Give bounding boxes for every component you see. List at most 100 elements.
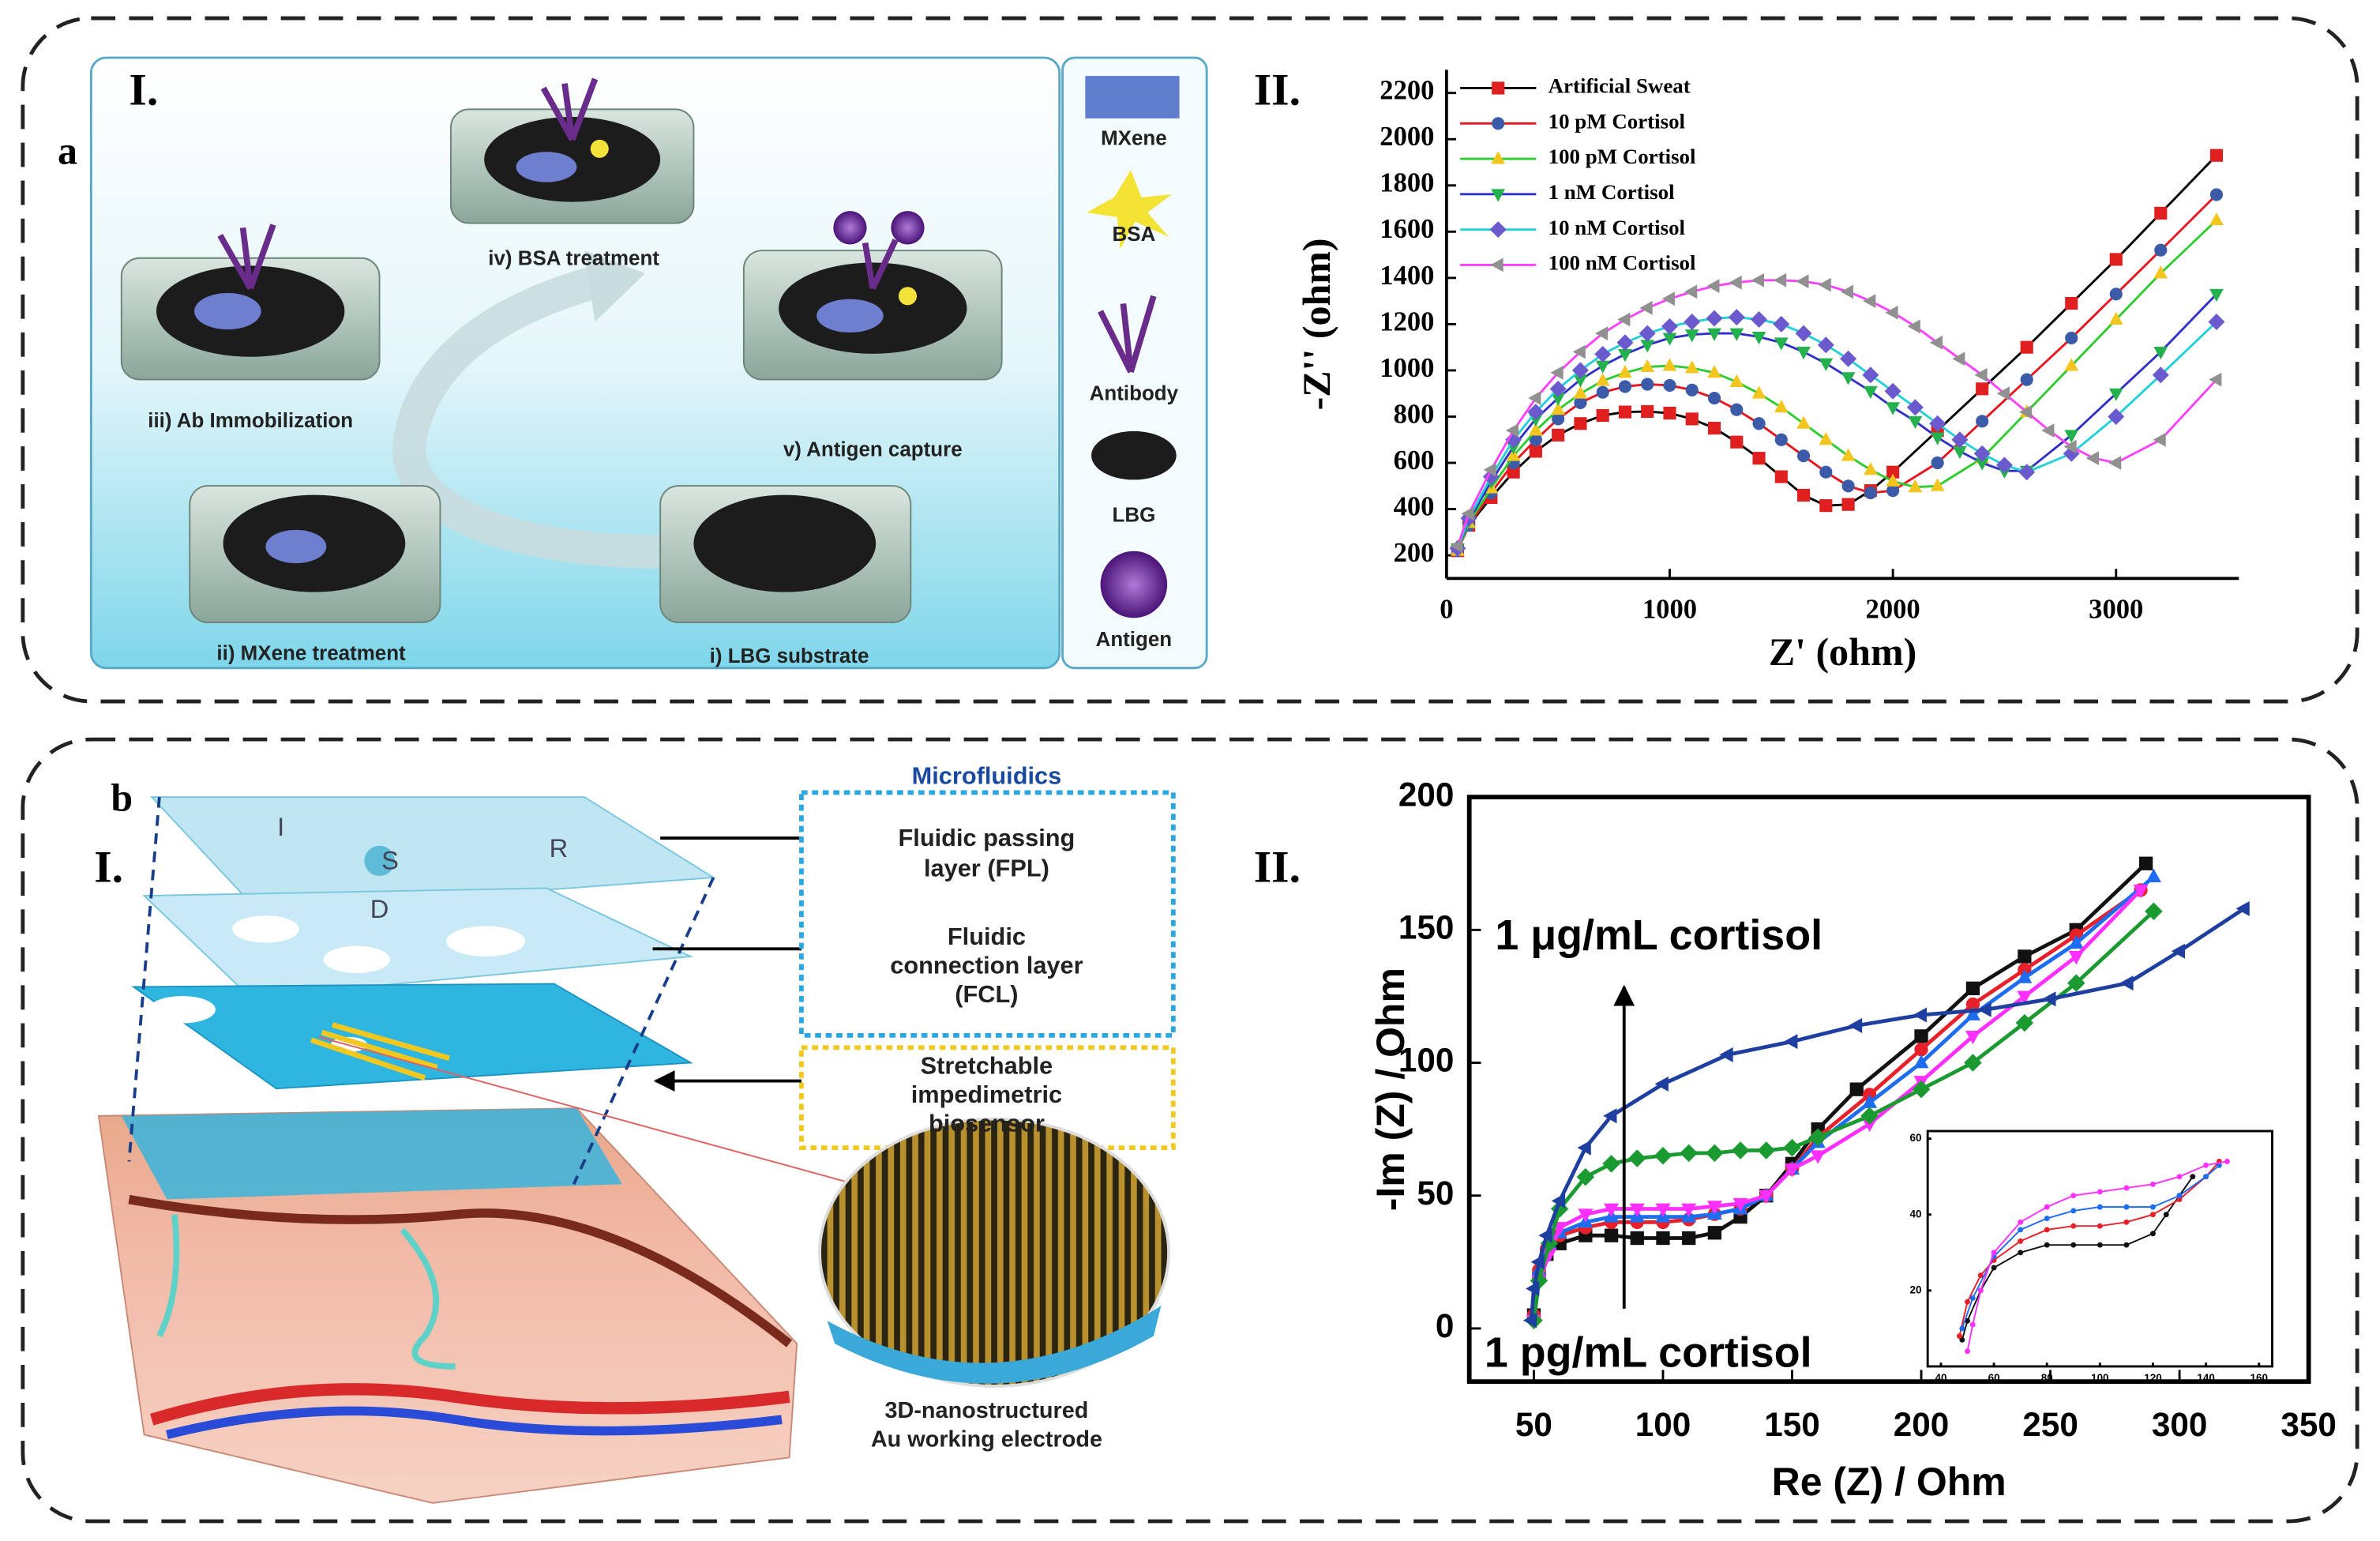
marker <box>2044 1227 2050 1233</box>
marker <box>2123 1185 2130 1191</box>
marker <box>1862 1094 1878 1108</box>
marker <box>1951 431 1969 449</box>
marker <box>1840 350 1857 367</box>
marker <box>1819 432 1834 445</box>
x-tick-label: 2000 <box>1866 595 1920 625</box>
marker <box>1956 1333 1962 1339</box>
marker <box>1752 452 1766 465</box>
marker <box>1977 1287 1984 1294</box>
marker <box>1751 332 1766 345</box>
marker <box>2042 991 2056 1007</box>
marker <box>2108 388 2123 401</box>
marker <box>1774 337 1789 351</box>
marker <box>1522 1313 1537 1329</box>
marker <box>1482 468 1500 486</box>
marker <box>1965 1030 1980 1045</box>
electrode-label: Au working electrode <box>871 1427 1102 1453</box>
marker <box>2150 1212 2156 1218</box>
y-tick-label: 2200 <box>1380 76 1434 106</box>
marker <box>1529 423 1543 436</box>
x-tick-label: 150 <box>1764 1406 1820 1443</box>
marker <box>1969 1321 1976 1328</box>
marker <box>1551 401 1566 415</box>
marker <box>2203 1174 2209 1180</box>
x-tick-label: 100 <box>2091 1372 2108 1384</box>
marker <box>1574 396 1587 409</box>
x-tick-label: 50 <box>1515 1406 1552 1443</box>
marker <box>1578 1208 1594 1223</box>
marker <box>2203 1162 2209 1168</box>
marker <box>2019 404 2033 419</box>
panel-label: a <box>58 129 77 173</box>
x-tick-label: 350 <box>2281 1406 2337 1443</box>
annotation: 1 pg/mL cortisol <box>1485 1329 1812 1377</box>
marker <box>2224 1158 2230 1164</box>
chart: 20 40 60 40 60 80 100 120 140 160 <box>1910 1129 2273 1384</box>
marker <box>2068 951 2084 965</box>
marker <box>2067 974 2085 992</box>
axes-box <box>1926 1129 2273 1368</box>
marker <box>1572 344 1586 359</box>
marker <box>1552 412 1565 426</box>
marker <box>2017 990 2033 1005</box>
marker <box>2153 347 2168 360</box>
x-tick-label: 300 <box>2152 1406 2208 1443</box>
legend-label: Antigen <box>1096 629 1173 651</box>
marker <box>1818 277 1831 292</box>
y-tick-label: 0 <box>1436 1307 1455 1344</box>
marker <box>2044 1204 2050 1210</box>
marker <box>1965 1299 1970 1305</box>
y-tick-label: 800 <box>1394 399 1435 429</box>
marker <box>1550 365 1564 380</box>
marker <box>1680 1144 1698 1163</box>
marker <box>2133 884 2149 899</box>
port-label: S <box>381 845 399 874</box>
marker <box>1616 334 1634 351</box>
marker <box>1506 448 1521 461</box>
marker <box>1774 470 1788 483</box>
legend-label: Artificial Sweat <box>1549 74 1691 98</box>
marker <box>1784 1034 1798 1050</box>
marker <box>2163 1212 2169 1218</box>
marker <box>1774 272 1787 288</box>
marker <box>2209 288 2224 303</box>
marker <box>1965 1317 1970 1324</box>
marker <box>2097 1189 2103 1195</box>
marker <box>1959 1336 1965 1343</box>
marker <box>1618 348 1632 363</box>
x-tick-label: 250 <box>2022 1406 2078 1443</box>
series-line <box>1532 875 2155 1316</box>
layer-label: biosensor <box>929 1109 1045 1137</box>
marker <box>2018 1250 2024 1256</box>
marker <box>2153 265 2168 279</box>
series-line <box>1456 316 2217 549</box>
y-tick-label: 1600 <box>1380 214 1434 244</box>
marker <box>1929 415 1946 432</box>
marker <box>1929 335 1943 350</box>
marker <box>1991 1265 1997 1271</box>
y-tick-label: 400 <box>1394 491 1435 521</box>
marker <box>2138 856 2153 870</box>
marker <box>2153 432 2166 447</box>
y-tick-label: 1000 <box>1380 353 1434 383</box>
marker <box>1729 275 1742 290</box>
marker <box>2097 1223 2103 1229</box>
marker <box>1640 359 1655 372</box>
marker <box>1618 380 1632 393</box>
series-group <box>1522 856 2250 1330</box>
x-tick-label: 1000 <box>1642 595 1697 625</box>
marker <box>2085 451 2099 466</box>
marker <box>1784 1163 1800 1178</box>
marker <box>1952 351 1965 366</box>
marker <box>1796 415 1811 429</box>
marker <box>1819 358 1834 371</box>
panel-label: b <box>111 775 133 819</box>
marker <box>1819 499 1833 513</box>
marker <box>2109 253 2123 266</box>
y-tick-label: 60 <box>1910 1132 1922 1144</box>
marker <box>1577 1140 1591 1156</box>
marker <box>1817 336 1834 354</box>
marker <box>1959 1325 1965 1332</box>
marker <box>1914 1043 1928 1057</box>
